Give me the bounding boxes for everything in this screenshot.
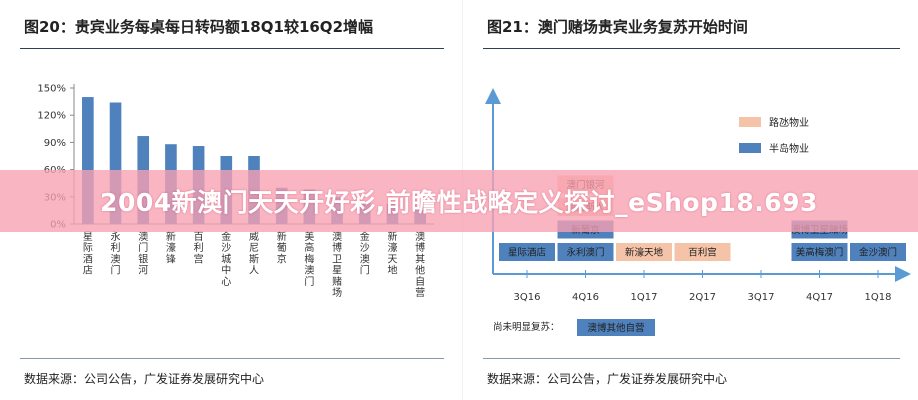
x-tick-label: 新葡京 (277, 230, 287, 265)
x-tick-label: 星际酒店 (83, 231, 93, 277)
x-tick-label: 威尼斯人 (249, 230, 259, 277)
x-tick-label: 2Q17 (689, 292, 716, 303)
source-divider (483, 358, 900, 359)
watermark-text: 2004新澳门天天开好彩,前瞻性战略定义探讨_eShop18.693 (100, 188, 818, 217)
chart-title: 图20：贵宾业务每桌每日转码额18Q1较16Q2增幅 (24, 18, 374, 36)
timeline-box (577, 319, 655, 336)
timeline-box (674, 243, 731, 261)
x-tick-label: 金沙澳门 (360, 230, 370, 277)
timeline-box (791, 243, 848, 261)
x-tick-label: 永利澳门 (111, 230, 121, 277)
timeline-box (499, 243, 555, 261)
x-tick-label: 澳博卫星赌场 (332, 230, 342, 299)
x-tick-label: 1Q17 (631, 292, 658, 303)
x-tick-label: 4Q16 (572, 292, 599, 303)
timeline-box (616, 243, 672, 261)
x-tick-label: 4Q17 (806, 292, 833, 303)
timeline-box-label: 百利宫 (688, 247, 717, 259)
title-divider (483, 48, 900, 49)
legend-label: 路氹物业 (769, 116, 809, 129)
timeline-box (557, 243, 614, 261)
chart-source: 数据来源：公司公告，广发证券发展研究中心 (24, 372, 265, 386)
watermark-banner: 2004新澳门天天开好彩,前瞻性战略定义探讨_eShop18.693 (0, 170, 918, 232)
bar (82, 97, 94, 224)
timeline-box-label: 金沙澳门 (859, 247, 897, 259)
x-tick-label: 新濠锋 (166, 230, 176, 265)
bar (109, 102, 122, 224)
source-divider (20, 358, 444, 359)
timeline-box-label: 永利澳门 (566, 247, 604, 259)
y-tick-label: 150% (37, 84, 66, 95)
chart-source: 数据来源：公司公告，广发证券发展研究中心 (487, 372, 728, 386)
note-label: 尚未明显复苏： (493, 321, 560, 333)
timeline-box (850, 243, 906, 261)
x-tick-label: 新濠天地 (387, 230, 397, 277)
y-tick-label: 120% (37, 111, 66, 122)
title-divider (20, 48, 444, 49)
x-tick-label: 美高梅澳门 (304, 230, 314, 288)
x-tick-label: 1Q18 (865, 292, 892, 303)
x-tick-label: 澳博其他自营 (415, 230, 425, 299)
x-tick-label: 百利宫 (194, 231, 204, 265)
timeline-box-label: 美高梅澳门 (796, 247, 844, 259)
timeline-box-label: 星际酒店 (508, 247, 546, 259)
x-tick-label: 3Q16 (514, 292, 541, 303)
x-tick-label: 金沙城中心 (221, 230, 231, 288)
x-tick-label: 3Q17 (748, 292, 775, 303)
legend-swatch (739, 143, 761, 153)
legend-swatch (739, 117, 761, 127)
timeline-box-label: 澳博其他自营 (587, 322, 644, 334)
legend-label: 半岛物业 (769, 142, 809, 155)
y-tick-label: 90% (44, 138, 66, 149)
x-tick-label: 澳门银河 (138, 230, 148, 277)
timeline-box-label: 新濠天地 (625, 247, 664, 259)
chart-title: 图21：澳门赌场贵宾业务复苏开始时间 (487, 18, 748, 36)
